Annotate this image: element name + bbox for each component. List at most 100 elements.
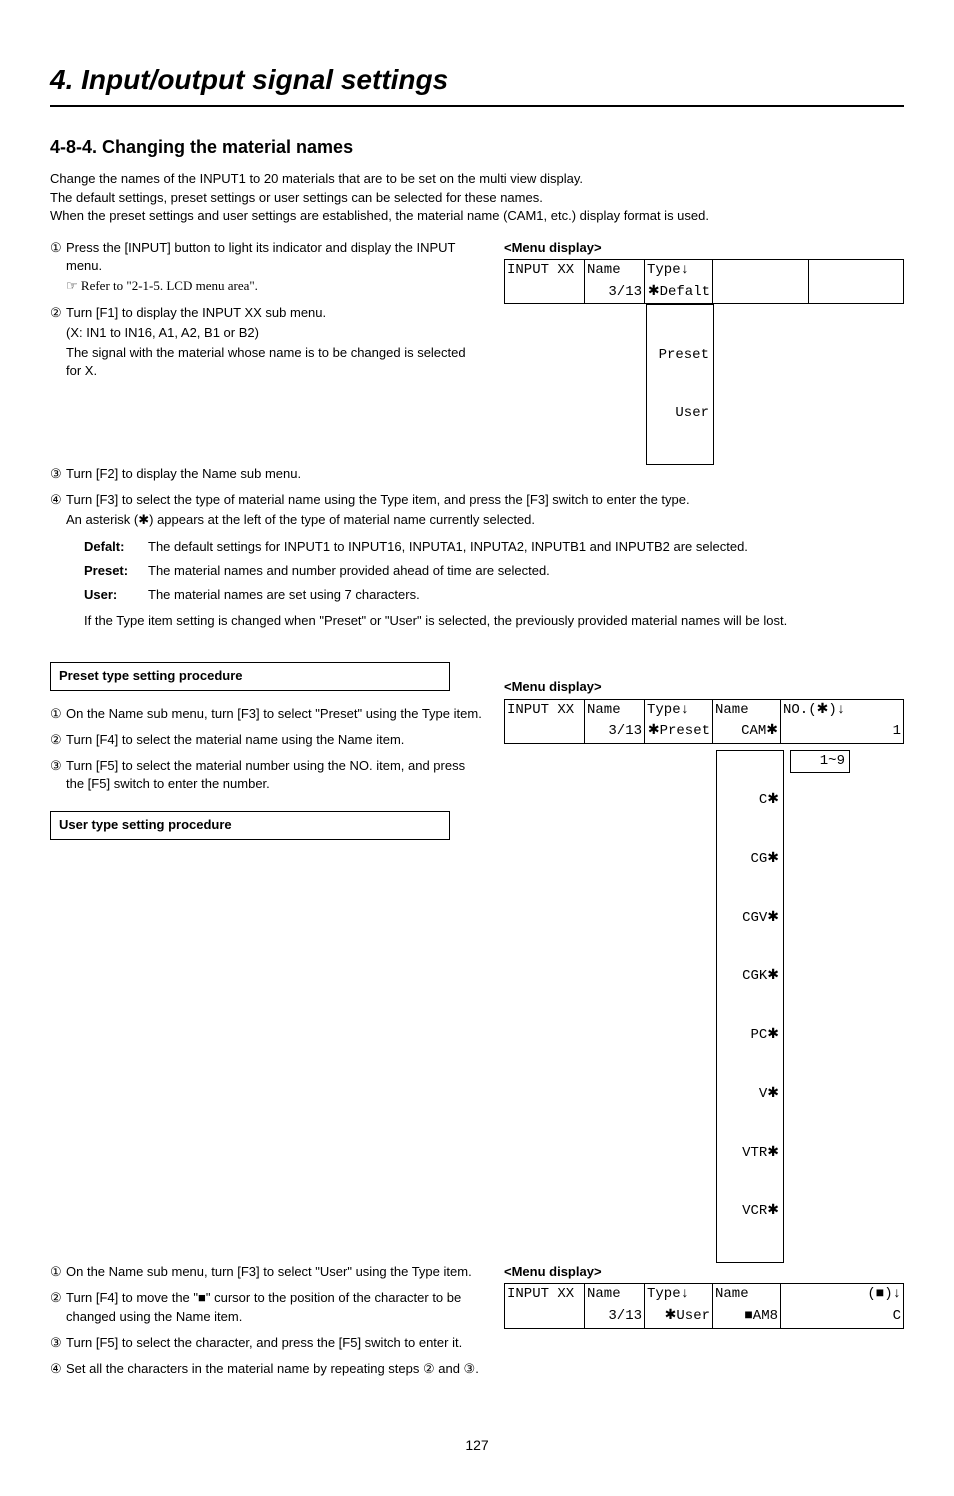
user-step-4: ④ Set all the characters in the material… [50,1360,484,1378]
step-num: ④ [50,491,66,529]
step-sub: An asterisk (✱) appears at the left of t… [66,511,904,529]
intro-line: Change the names of the INPUT1 to 20 mat… [50,170,904,188]
lcd-menu-2: INPUT XX Name Type↓ Name NO.(✱)↓ 3/13 ✱P… [504,699,904,744]
type-change-note: If the Type item setting is changed when… [84,612,904,630]
lcd-cell: Name [713,699,781,721]
lcd-cell: ✱Preset [645,721,713,743]
step-num: ① [50,239,66,296]
def-text: The material names are set using 7 chara… [148,586,904,604]
lcd-cell: Type↓ [645,699,713,721]
name-option: VCR✱ [721,1202,779,1222]
preset-proc-heading: Preset type setting procedure [50,662,450,690]
name-options-box: C✱ CG✱ CGV✱ CGK✱ PC✱ V✱ VTR✱ VCR✱ [716,750,784,1263]
section-title: 4-8-4. Changing the material names [50,135,904,160]
step-num: ① [50,705,66,723]
type-option: User [651,404,709,424]
preset-step-3: ③ Turn [F5] to select the material numbe… [50,757,484,793]
step-num: ③ [50,757,66,793]
lcd-cell: (■)↓ [781,1284,904,1306]
lcd-cell [505,282,585,304]
lcd-cell: INPUT XX [505,260,585,282]
name-option: VTR✱ [721,1144,779,1164]
step-num: ④ [50,1360,66,1378]
step-sub: The signal with the material whose name … [66,344,484,380]
step-text: Turn [F4] to move the "■" cursor to the … [66,1289,484,1325]
lcd-cell: C [781,1306,904,1328]
page-number: 127 [50,1436,904,1456]
lcd-cell [808,282,904,304]
lcd-cell [713,282,809,304]
step-1: ① Press the [INPUT] button to light its … [50,239,484,296]
lcd-cell: INPUT XX [505,1284,585,1306]
lcd-cell [505,1306,585,1328]
step-num: ① [50,1263,66,1281]
lcd-cell: 1 [781,721,904,743]
def-text: The material names and number provided a… [148,562,904,580]
preset-step-1: ① On the Name sub menu, turn [F3] to sel… [50,705,484,723]
lcd-cell: 3/13 [585,721,645,743]
step-text: Turn [F5] to select the material number … [66,757,484,793]
name-option: C✱ [721,791,779,811]
step-text: Turn [F1] to display the INPUT XX sub me… [66,305,326,320]
preset-step-2: ② Turn [F4] to select the material name … [50,731,484,749]
intro-line: The default settings, preset settings or… [50,189,904,207]
def-text: The default settings for INPUT1 to INPUT… [148,538,904,556]
lcd-cell: ■AM8 [713,1306,781,1328]
step-num: ③ [50,1334,66,1352]
step-num: ③ [50,465,66,483]
name-option: CGK✱ [721,967,779,987]
intro-text: Change the names of the INPUT1 to 20 mat… [50,170,904,225]
lcd-cell: 3/13 [585,282,645,304]
lcd-cell: CAM✱ [713,721,781,743]
lcd-cell: Name [713,1284,781,1306]
step-text: On the Name sub menu, turn [F3] to selec… [66,1263,484,1281]
name-option: V✱ [721,1085,779,1105]
lcd-menu-3: INPUT XX Name Type↓ Name (■)↓ 3/13 ✱User… [504,1283,904,1328]
lcd-cell: NO.(✱)↓ [781,699,904,721]
step-4: ④ Turn [F3] to select the type of materi… [50,491,904,529]
step-sub: (X: IN1 to IN16, A1, A2, B1 or B2) [66,324,484,342]
type-option: Preset [651,346,709,366]
step-text: Press the [INPUT] button to light its in… [66,240,455,273]
step-num: ② [50,1289,66,1325]
user-step-3: ③ Turn [F5] to select the character, and… [50,1334,484,1352]
step-2: ② Turn [F1] to display the INPUT XX sub … [50,304,484,381]
intro-line: When the preset settings and user settin… [50,207,904,225]
menu-display-label: <Menu display> [504,1263,904,1281]
name-option: CG✱ [721,850,779,870]
lcd-cell: Name [585,260,645,282]
def-label: Preset: [84,562,148,580]
step-num: ② [50,304,66,381]
no-range-box: 1~9 [790,750,850,774]
name-option: PC✱ [721,1026,779,1046]
lcd-cell: Name [585,699,645,721]
lcd-cell: INPUT XX [505,699,585,721]
user-proc-heading: User type setting procedure [50,811,450,839]
step-text: On the Name sub menu, turn [F3] to selec… [66,705,484,723]
lcd-cell: Type↓ [645,260,713,282]
lcd-cell: ✱User [645,1306,713,1328]
lcd-cell [808,260,904,282]
chapter-title: 4. Input/output signal settings [50,60,904,107]
reference-note: ☞ Refer to "2-1-5. LCD menu area". [66,278,258,293]
def-label: Defalt: [84,538,148,556]
step-text: Set all the characters in the material n… [66,1360,484,1378]
lcd-menu-1: INPUT XX Name Type↓ 3/13 ✱Defalt [504,259,904,304]
lcd-cell [505,721,585,743]
lcd-cell: 3/13 [585,1306,645,1328]
menu-display-label: <Menu display> [504,678,904,696]
step-text: Turn [F2] to display the Name sub menu. [66,466,301,481]
menu-display-label: <Menu display> [504,239,904,257]
step-text: Turn [F5] to select the character, and p… [66,1334,484,1352]
step-num: ② [50,731,66,749]
user-step-2: ② Turn [F4] to move the "■" cursor to th… [50,1289,484,1325]
lcd-cell: ✱Defalt [645,282,713,304]
step-text: Turn [F4] to select the material name us… [66,731,484,749]
type-options-box: Preset User [646,304,714,465]
name-option: CGV✱ [721,909,779,929]
user-step-1: ① On the Name sub menu, turn [F3] to sel… [50,1263,484,1281]
def-label: User: [84,586,148,604]
definitions: Defalt:The default settings for INPUT1 t… [84,538,904,605]
lcd-cell: Type↓ [645,1284,713,1306]
lcd-cell: Name [585,1284,645,1306]
